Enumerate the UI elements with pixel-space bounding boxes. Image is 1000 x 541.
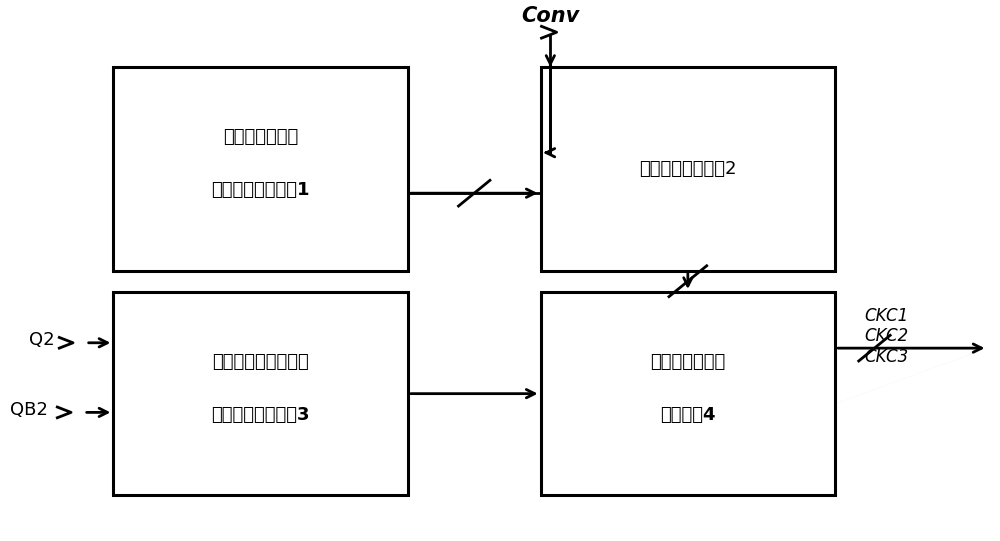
Text: CKC3: CKC3 (865, 348, 909, 366)
Bar (113, 67, 408, 270)
Text: Conv: Conv (521, 6, 579, 26)
Text: 比较器异步时钟: 比较器异步时钟 (650, 353, 725, 371)
Text: 比较器转换完成: 比较器转换完成 (223, 128, 298, 146)
Text: CKC1: CKC1 (865, 307, 909, 325)
Text: Q2: Q2 (29, 331, 54, 349)
Text: 产生单元4: 产生单元4 (660, 406, 716, 424)
Text: CKC2: CKC2 (865, 327, 909, 345)
Text: 标志信号产生单元3: 标志信号产生单元3 (211, 406, 310, 424)
Bar (541, 67, 835, 270)
Text: 门控信号产生单元2: 门控信号产生单元2 (639, 160, 737, 178)
Text: 中间比较器判决完成: 中间比较器判决完成 (212, 353, 309, 371)
Bar (541, 292, 835, 496)
Text: QB2: QB2 (10, 401, 47, 419)
Bar (113, 292, 408, 496)
Text: 标志信号产生单元1: 标志信号产生单元1 (211, 181, 310, 199)
